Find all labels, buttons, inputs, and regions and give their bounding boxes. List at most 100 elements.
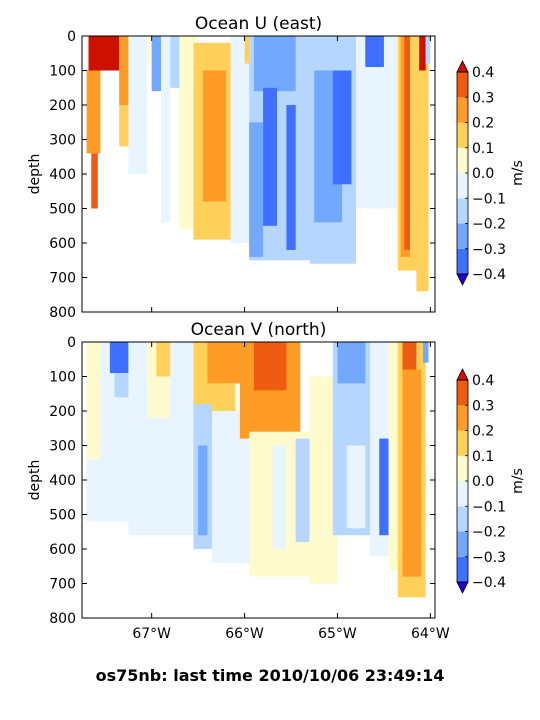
colorbar-bin <box>457 122 468 148</box>
chart-title: Ocean V (north) <box>191 320 327 340</box>
y-tick-label: 500 <box>49 202 76 218</box>
chart-u: Ocean U (east) 0 100 200 300 400 500 600 700 800 d… <box>27 14 526 321</box>
contour-region <box>365 36 389 67</box>
contour-region <box>422 342 429 363</box>
contour-region <box>379 438 389 536</box>
colorbar-under-arrow <box>456 581 469 594</box>
colorbar-bin <box>457 97 468 123</box>
colorbar-bin <box>457 248 468 275</box>
colorbar-bin <box>457 481 468 507</box>
colorbar-tick-label: −0.3 <box>472 242 506 258</box>
colorbar-tick-label: −0.4 <box>472 575 506 591</box>
colorbar-bin <box>457 531 468 557</box>
contour-region <box>156 342 171 377</box>
colorbar-tick-label: −0.3 <box>472 550 506 566</box>
colorbar-over-arrow <box>456 60 469 73</box>
contour-region <box>253 342 287 391</box>
contour-region <box>383 36 398 209</box>
contour-region <box>207 342 245 384</box>
colorbar-bin <box>457 198 468 224</box>
colorbar-bin <box>457 556 468 583</box>
chart-v: Ocean V (north) 0 100 200 300 400 500 600 700 800… <box>27 320 526 642</box>
x-tick-label: 65°W <box>318 626 357 642</box>
colorbar-tick-label: 0.1 <box>472 141 494 157</box>
velocity-field-v <box>86 342 429 598</box>
y-tick-label: 100 <box>49 370 76 386</box>
colorbar-bin <box>457 72 468 98</box>
colorbar-tick-label: 0.3 <box>472 90 494 106</box>
colorbar-tick-label: 0.4 <box>472 65 494 81</box>
y-tick-label: 800 <box>49 611 76 627</box>
x-tick-label: 64°W <box>411 626 450 642</box>
y-tick-label: 600 <box>49 236 76 252</box>
colorbar-bin <box>457 173 468 199</box>
colorbar-label: m/s <box>510 468 526 494</box>
chart-title: Ocean U (east) <box>195 14 322 34</box>
contour-region <box>170 36 180 88</box>
y-tick-label: 200 <box>49 98 76 114</box>
contour-region <box>198 445 208 536</box>
contour-region <box>346 445 366 529</box>
y-tick-label: 100 <box>49 64 76 80</box>
contour-region <box>332 70 352 185</box>
colorbar-tick-label: 0.1 <box>472 449 494 465</box>
colorbar-tick-label: 0.2 <box>472 116 494 132</box>
contour-region <box>419 36 426 71</box>
y-tick-label: 600 <box>49 542 76 558</box>
colorbar-tick-label: −0.2 <box>472 217 506 233</box>
colorbar-bin <box>457 405 468 431</box>
colorbar-tick-label: −0.1 <box>472 191 506 207</box>
colorbar-tick-label: −0.4 <box>472 267 506 283</box>
y-tick-label: 400 <box>49 167 76 183</box>
contour-region <box>230 36 250 243</box>
contour-region <box>416 36 429 292</box>
contour-region <box>404 36 410 250</box>
colorbar-bin <box>457 223 468 249</box>
contour-region <box>86 70 101 154</box>
y-tick-label: 700 <box>49 271 76 287</box>
y-tick-label: 500 <box>49 508 76 524</box>
contour-region <box>425 36 431 64</box>
y-tick-label: 300 <box>49 133 76 149</box>
colorbar-tick-label: 0.0 <box>472 166 494 182</box>
contour-region <box>263 87 277 226</box>
contour-region <box>253 36 296 92</box>
colorbar-bin <box>457 455 468 482</box>
y-tick-label: 800 <box>49 305 76 321</box>
contour-region <box>151 36 161 92</box>
contour-region <box>147 36 157 64</box>
colorbar-tick-label: −0.1 <box>472 499 506 515</box>
contour-region <box>128 36 147 174</box>
colorbar-bin <box>457 430 468 456</box>
colorbar-tick-label: 0.3 <box>472 398 494 414</box>
y-tick-label: 0 <box>67 335 76 351</box>
x-tick-label: 67°W <box>132 626 171 642</box>
contour-region <box>179 36 199 230</box>
colorbar-label: m/s <box>510 160 526 186</box>
contour-region <box>272 445 287 549</box>
y-tick-label: 200 <box>49 404 76 420</box>
figure-caption: os75nb: last time 2010/10/06 23:49:14 <box>95 666 445 685</box>
colorbar-v: −0.4 −0.3 −0.2 −0.1 0.0 0.1 0.2 0.3 0.4 m/s <box>456 368 526 594</box>
y-tick-label: 700 <box>49 577 76 593</box>
colorbar-over-arrow <box>456 368 469 381</box>
contour-region <box>402 342 417 370</box>
contour-region <box>202 70 226 202</box>
contour-region <box>249 122 264 257</box>
y-tick-label: 400 <box>49 473 76 489</box>
contour-region <box>161 36 171 223</box>
y-tick-label: 300 <box>49 439 76 455</box>
contour-region <box>337 342 366 384</box>
contour-region <box>88 36 120 71</box>
colorbar-bin <box>457 147 468 174</box>
contour-region <box>388 342 398 570</box>
contour-region <box>286 105 296 250</box>
colorbar-bin <box>457 506 468 532</box>
colorbar-tick-label: 0.0 <box>472 474 494 490</box>
colorbar-bin <box>457 380 468 406</box>
colorbar-tick-label: 0.2 <box>472 424 494 440</box>
contour-region <box>91 153 98 209</box>
colorbar-tick-label: 0.4 <box>472 373 494 389</box>
contour-region <box>295 438 310 543</box>
